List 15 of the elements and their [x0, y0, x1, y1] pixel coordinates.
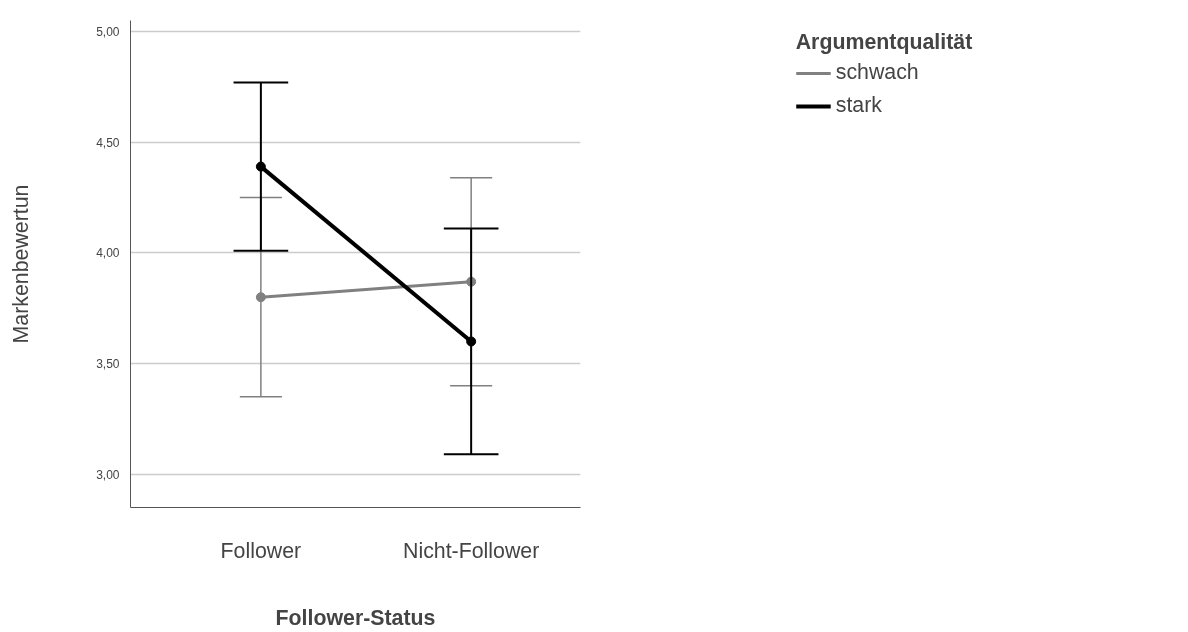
point — [255, 292, 266, 303]
y-tick-label: 3,00 — [96, 467, 120, 482]
legend-label: schwach — [835, 60, 919, 85]
x-axis-title: Follower-Status — [275, 605, 436, 630]
x-tick-label: Follower — [220, 538, 302, 563]
x-tick-label: Nicht-Follower — [403, 538, 540, 563]
y-tick-label: 5,00 — [96, 25, 120, 40]
y-tick-label: 3,50 — [96, 357, 120, 372]
y-axis-title: Markenbewertun — [9, 184, 34, 344]
y-tick-label: 4,00 — [96, 246, 120, 261]
y-tick-label: 4,50 — [96, 135, 120, 150]
legend-title: Argumentqualität — [795, 30, 973, 55]
legend-label: stark — [835, 93, 882, 118]
point — [255, 161, 266, 172]
point — [466, 336, 477, 347]
